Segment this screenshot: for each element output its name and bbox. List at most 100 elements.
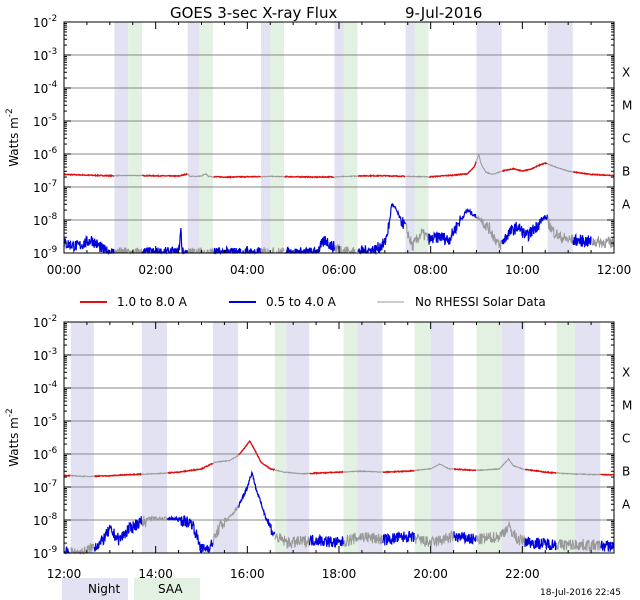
y-tick-exponent: -8 [48,512,57,522]
saa-band [414,322,431,553]
saa-band [556,322,576,553]
y-tick-exponent: -5 [48,413,57,423]
y-tick-label: 10-7 [33,179,57,195]
y-tick-label: 10-5 [33,413,57,429]
y-tick-exponent: -3 [48,347,57,357]
y-tick-exponent: -5 [48,113,57,123]
y-tick-label: 10-3 [33,47,57,63]
long-series-line [63,161,615,179]
night-band [430,322,454,553]
saa-band [414,22,429,253]
short-series-no-rhessi [114,215,614,255]
y-axis-label: Watts m-2 [5,408,21,467]
y-tick-exponent: -8 [48,212,57,222]
bottom-panel: 10-2 10-3 10-4 10-5 10-6 10-7 10-8 10-9 12:00 14:… [5,314,632,581]
flare-class-label: X [622,366,630,380]
y-tick-exponent: -7 [48,179,57,189]
y-tick-label: 10-6 [33,446,58,462]
y-axis-label: Watts m-2 [5,108,21,167]
night-band [141,322,168,553]
night-band [476,22,502,253]
night-band [501,322,525,553]
night-band [212,322,239,553]
y-tick-exponent: -2 [48,314,57,324]
long-series-no-rhessi [113,153,574,179]
flare-class-label: M [622,399,632,413]
y-tick-exponent: -9 [48,245,57,255]
x-tick-label: 16:00 [230,567,265,581]
footer-timestamp: 18-Jul-2016 22:45 [540,588,621,598]
saa-swatch [134,578,200,600]
flare-class-label: C [622,132,630,146]
y-tick-label: 10-7 [33,479,57,495]
legend-short-label: 0.5 to 4.0 A [266,295,337,309]
x-tick-label: 12:00 [47,567,82,581]
saa-band [128,22,142,253]
chart-date: 9-Jul-2016 [405,4,482,22]
saa-band [199,22,213,253]
x-tick-label: 22:00 [505,567,540,581]
y-tick-label: 10-9 [33,245,58,261]
short-series-line [63,203,592,256]
x-tick-label: 10:00 [505,263,540,277]
x-tick-label: 02:00 [138,263,173,277]
long-series-line [63,440,614,478]
y-tick-label: 10-2 [33,314,57,330]
flare-class-label: A [622,498,631,512]
y-axis-label-exponent: -2 [5,408,15,417]
x-tick-label: 00:00 [47,263,82,277]
night-swatch [62,578,128,600]
y-tick-label: 10-8 [33,212,58,228]
y-tick-label: 10-5 [33,113,57,129]
short-series-no-rhessi [70,504,601,555]
y-tick-label: 10-3 [33,347,57,363]
top-panel: 10-2 10-3 10-4 10-5 10-6 10-7 10-8 10-9 00:00 02:… [5,14,632,277]
saa-band [343,22,358,253]
night-band [572,322,601,553]
long-series-no-rhessi [70,454,601,478]
bottom-legend: Night SAA 18-Jul-2016 22:45 [62,578,621,600]
y-tick-exponent: -6 [48,146,57,156]
y-tick-exponent: -9 [48,545,57,555]
y-axis-label-exponent: -2 [5,108,15,117]
flare-class-label: M [622,99,632,113]
x-tick-label: 12:00 [597,263,632,277]
x-tick-label: 08:00 [413,263,448,277]
x-tick-label: 04:00 [230,263,265,277]
flare-class-label: B [622,465,630,479]
short-series-line [63,470,615,555]
x-tick-label: 06:00 [322,263,357,277]
y-tick-label: 10-8 [33,512,58,528]
x-tick-label: 14:00 [138,567,173,581]
y-tick-label: 10-6 [33,146,58,162]
legend-rhessi-label: No RHESSI Solar Data [415,295,546,309]
x-tick-label: 20:00 [413,567,448,581]
y-tick-label: 10-4 [33,80,58,96]
night-label: Night [88,582,121,596]
saa-band [270,22,284,253]
y-tick-label: 10-9 [33,545,58,561]
night-band [114,22,129,253]
flare-class-label: X [622,66,630,80]
flare-class-label: C [622,432,630,446]
y-tick-label: 10-2 [33,14,57,30]
x-tick-label: 18:00 [322,567,357,581]
chart-title: GOES 3-sec X-ray Flux [170,4,337,22]
saa-label: SAA [158,582,183,596]
y-tick-exponent: -2 [48,14,57,24]
y-tick-exponent: -4 [48,80,57,90]
flare-class-label: A [622,198,631,212]
saa-band [476,322,502,553]
y-tick-exponent: -4 [48,380,57,390]
y-tick-label: 10-4 [33,380,58,396]
y-tick-exponent: -3 [48,47,57,57]
legend: 1.0 to 8.0 A 0.5 to 4.0 A No RHESSI Sola… [80,295,546,309]
saa-band [274,322,287,553]
y-tick-exponent: -6 [48,446,57,456]
flare-class-label: B [622,165,630,179]
y-tick-exponent: -7 [48,479,57,489]
night-band [286,322,310,553]
night-band [547,22,573,253]
night-band [357,322,383,553]
